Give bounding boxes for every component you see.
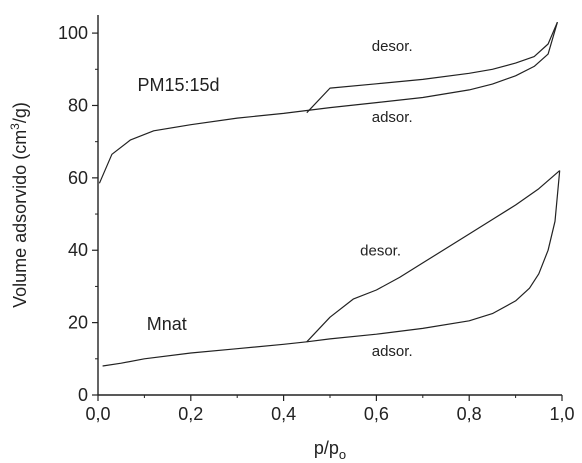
- x-tick-label: 0,6: [364, 404, 389, 424]
- annotation-mnat: Mnat: [147, 314, 187, 334]
- y-axis-label-superscript: 3: [8, 123, 22, 130]
- plot-area: 0 20 40 60 80 100 0,0 0,2 0,4 0,6 0,8 1,0 desor. ad…: [58, 15, 575, 424]
- y-tick-label: 100: [58, 23, 88, 43]
- y-tick-label: 80: [68, 95, 88, 115]
- series-mnat-adsorption-line: [102, 170, 561, 367]
- annotation-desor: desor.: [372, 38, 413, 55]
- series-pm15-15d-desorption-line: [306, 21, 558, 114]
- y-ticks: 0 20 40 60 80 100: [58, 23, 98, 405]
- x-axis-label-subscript: o: [339, 447, 346, 462]
- x-tick-label: 0,2: [178, 404, 203, 424]
- annotation-desor: desor.: [360, 243, 401, 260]
- x-tick-label: 0,0: [85, 404, 110, 424]
- annotation-adsor: adsor.: [372, 343, 413, 360]
- x-tick-label: 0,4: [271, 404, 296, 424]
- x-axis-label: p/po: [314, 438, 346, 462]
- series-pm15-15d-adsorption-line: [98, 22, 558, 184]
- x-ticks: 0,0 0,2 0,4 0,6 0,8 1,0: [85, 395, 575, 424]
- x-tick-label: 0,8: [457, 404, 482, 424]
- annotation-adsor: adsor.: [372, 109, 413, 126]
- x-tick-label: 1,0: [549, 404, 574, 424]
- y-tick-label: 40: [68, 240, 88, 260]
- y-axis-label: Volume adsorvido (cm3/g): [8, 102, 30, 308]
- y-axis-label-after: /g): [10, 102, 30, 123]
- y-tick-label: 20: [68, 313, 88, 333]
- annotations: desor. adsor. PM15:15d desor. Mnat adsor.: [137, 38, 412, 360]
- y-tick-label: 0: [78, 385, 88, 405]
- annotation-pm15-15d: PM15:15d: [137, 75, 219, 95]
- y-tick-label: 60: [68, 168, 88, 188]
- series-layer: [98, 21, 561, 367]
- series-mnat-desorption-line: [306, 170, 561, 343]
